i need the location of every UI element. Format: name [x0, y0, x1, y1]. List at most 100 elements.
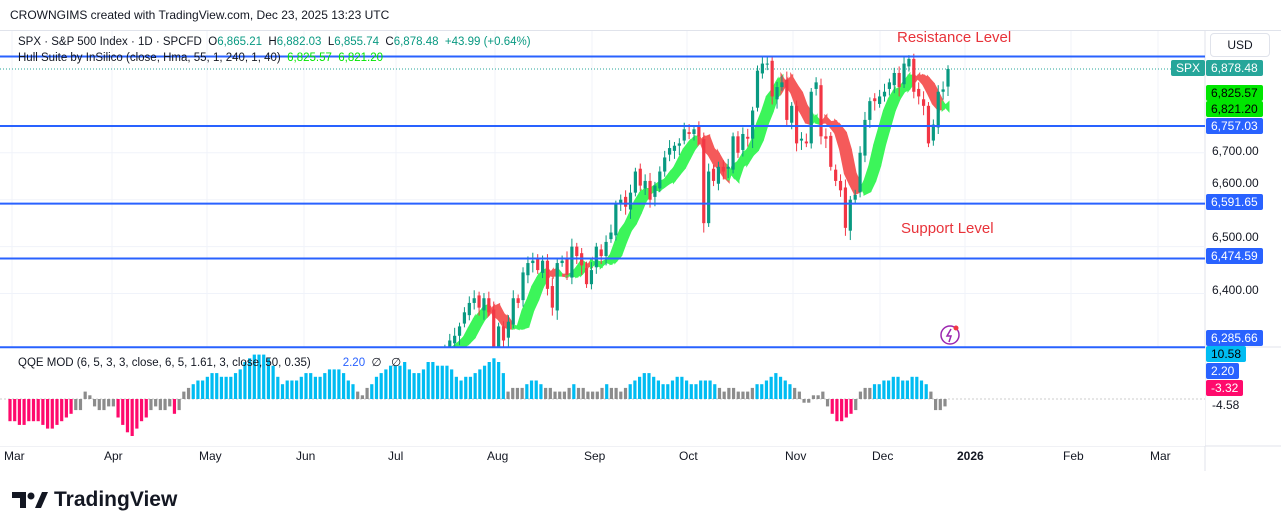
qqe-bar	[83, 391, 87, 399]
high-label: H	[268, 36, 277, 48]
support-annotation[interactable]: Support Level	[901, 220, 994, 237]
qqe-bar	[454, 376, 458, 399]
qqe-bar	[102, 399, 106, 411]
candle-body	[878, 96, 882, 104]
qqe-bar	[666, 384, 670, 399]
candle-body	[760, 63, 764, 74]
qqe-bar	[520, 387, 524, 399]
qqe-bar	[924, 384, 928, 399]
qqe-bar	[384, 369, 388, 399]
hull-value-1: 6,825.57	[287, 52, 332, 64]
qqe-bar	[783, 380, 787, 399]
candle-body	[633, 171, 637, 193]
qqe-bar	[398, 365, 402, 399]
qqe-bar	[257, 354, 261, 399]
qqe-bar	[379, 373, 383, 399]
change-value: +43.99 (+0.64%)	[444, 36, 531, 48]
qqe-bar	[600, 387, 604, 399]
qqe-bar	[116, 399, 120, 418]
qqe-bar	[515, 387, 520, 399]
qqe-bar	[445, 365, 449, 399]
qqe-bar	[501, 373, 505, 399]
qqe-bar	[243, 362, 247, 399]
candle-body	[638, 168, 642, 186]
candle-body	[653, 185, 657, 197]
candle-body	[594, 246, 598, 268]
qqe-bar	[731, 387, 736, 399]
qqe-bar	[591, 391, 595, 399]
brand-name: TradingView	[54, 488, 178, 511]
qqe-bar	[121, 399, 125, 425]
candle-body	[917, 88, 921, 97]
qqe-bar	[793, 387, 797, 399]
qqe-bar	[652, 376, 656, 399]
qqe-legend[interactable]: QQE MOD (6, 5, 3, 3, close, 6, 5, 1.61, …	[18, 355, 401, 369]
qqe-bar	[107, 399, 111, 407]
qqe-bar	[374, 376, 379, 399]
qqe-bar	[332, 369, 336, 399]
qqe-bar	[22, 399, 26, 425]
currency-button[interactable]: USD	[1210, 33, 1270, 57]
qqe-bar	[539, 384, 543, 399]
qqe-bar	[736, 391, 740, 399]
qqe-bar	[835, 399, 839, 422]
symbol-legend[interactable]: SPX · S&P 500 Index · 1D · SPCFD O6,865.…	[18, 36, 531, 48]
qqe-bar	[614, 387, 618, 399]
qqe-tag-1: 10.58	[1206, 346, 1247, 362]
qqe-bar	[849, 399, 853, 414]
candle-body	[897, 72, 901, 88]
alert-icon	[940, 325, 960, 345]
tradingview-logo[interactable]: TradingView	[12, 488, 177, 512]
qqe-bar	[703, 380, 707, 399]
candle-body	[501, 326, 506, 341]
hull-legend[interactable]: Hull Suite by InSilico (close, Hma, 55, …	[18, 52, 383, 64]
candle-body	[751, 110, 755, 139]
qqe-bar	[27, 399, 31, 422]
candle-body	[829, 135, 833, 167]
qqe-title: QQE MOD (6, 5, 3, 3, close, 6, 5, 1.61, …	[18, 357, 311, 369]
alert-bolt-icon	[945, 328, 953, 343]
price-tick: 6,600.00	[1212, 176, 1259, 190]
qqe-tag-3: -3.32	[1206, 380, 1244, 396]
qqe-bar	[901, 380, 905, 399]
qqe-bar	[534, 380, 538, 399]
qqe-bar	[144, 399, 148, 418]
qqe-bar	[163, 399, 167, 411]
qqe-bar	[69, 399, 73, 414]
qqe-bar	[511, 387, 515, 399]
qqe-bar	[64, 399, 68, 418]
qqe-bar	[548, 387, 552, 399]
qqe-bar	[905, 380, 910, 399]
qqe-bar	[356, 391, 360, 399]
chart-area[interactable]	[0, 30, 1281, 471]
qqe-bar	[788, 384, 792, 399]
candle-body	[584, 268, 589, 285]
time-axis-label: Dec	[872, 449, 894, 463]
qqe-bar	[553, 391, 557, 399]
time-axis-label: 2026	[957, 449, 984, 463]
qqe-bar	[468, 376, 473, 399]
candle-body	[848, 199, 852, 231]
qqe-bar	[506, 391, 510, 399]
qqe-bar	[619, 391, 623, 399]
candle-body	[907, 58, 911, 67]
candle-body	[736, 136, 740, 153]
time-axis-label: Mar	[1150, 449, 1171, 463]
level-tag: 6,591.65	[1206, 194, 1263, 210]
qqe-bar	[623, 387, 628, 399]
qqe-bar	[741, 391, 745, 399]
resistance-annotation[interactable]: Resistance Level	[897, 29, 1012, 46]
qqe-bar	[473, 373, 477, 399]
qqe-bar	[717, 387, 722, 399]
chart-canvas[interactable]	[0, 31, 1281, 471]
price-tick: 6,700.00	[1212, 144, 1259, 158]
qqe-bar	[215, 373, 219, 399]
candle-body	[545, 260, 550, 289]
qqe-bar	[938, 399, 942, 411]
qqe-bar	[689, 384, 693, 399]
candle-body	[931, 124, 935, 141]
qqe-bar	[299, 376, 303, 399]
qqe-bar	[182, 391, 186, 399]
close-label: C	[385, 36, 394, 48]
qqe-bar	[595, 391, 599, 399]
